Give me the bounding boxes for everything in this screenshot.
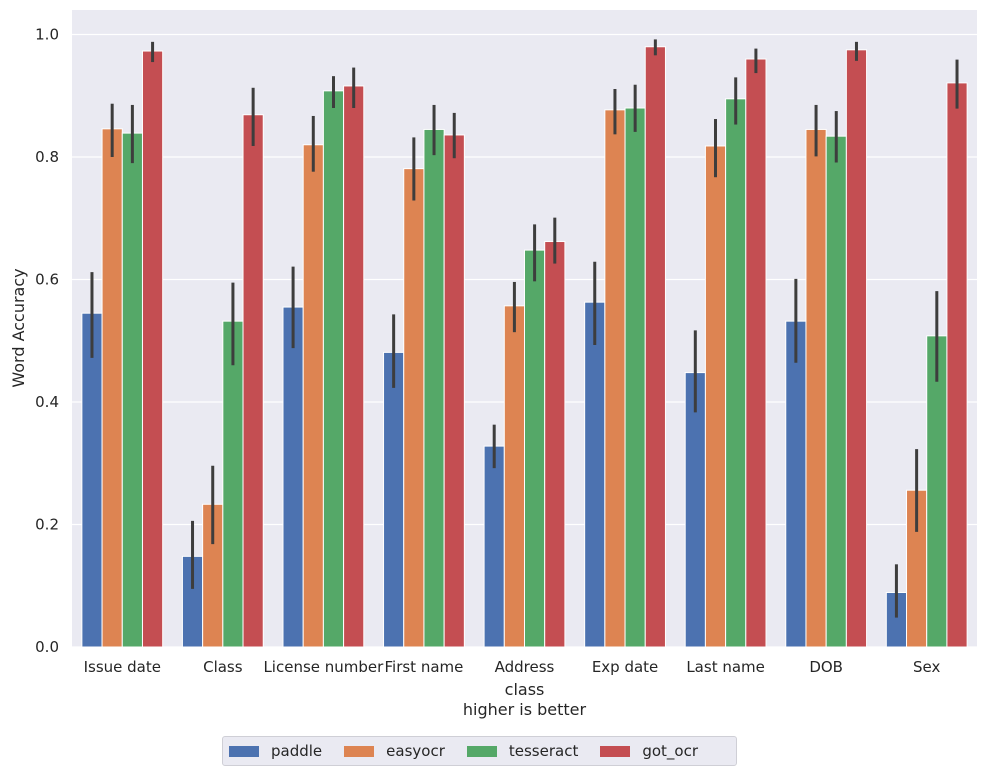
bar-got_ocr xyxy=(343,85,365,648)
legend-item-paddle: paddle xyxy=(229,742,322,760)
y-axis-label: Word Accuracy xyxy=(9,268,28,387)
bar-got_ocr xyxy=(242,114,264,648)
bar-got_ocr xyxy=(141,50,164,648)
bar-tesseract xyxy=(926,335,948,648)
x-tick-label: First name xyxy=(385,658,464,676)
legend-label: paddle xyxy=(271,742,323,760)
legend-item-tesseract: tesseract xyxy=(466,742,579,760)
legend-swatch xyxy=(344,745,375,757)
y-tick-label: 1.0 xyxy=(35,26,59,44)
bar-paddle xyxy=(282,306,304,648)
bar-paddle xyxy=(785,320,807,648)
x-tick-label: Address xyxy=(495,658,555,676)
y-tick-label: 0.0 xyxy=(35,638,59,656)
y-tick-labels: 0.0 0.2 0.4 0.6 0.8 1.0 xyxy=(35,26,59,657)
legend-swatch xyxy=(600,745,631,757)
legend-item-easyocr: easyocr xyxy=(344,742,445,760)
y-tick-label: 0.4 xyxy=(35,393,59,411)
bar-tesseract xyxy=(322,90,345,648)
bar-got_ocr xyxy=(544,241,566,648)
bar-easyocr xyxy=(302,144,324,648)
x-tick-label: Class xyxy=(203,658,243,676)
x-tick-label: Last name xyxy=(686,658,765,676)
bars xyxy=(81,46,968,648)
x-axis-label: class xyxy=(505,680,545,699)
legend-swatch xyxy=(466,745,497,757)
bar-easyocr xyxy=(403,168,425,648)
bar-easyocr xyxy=(805,128,827,648)
bar-got_ocr xyxy=(745,58,767,648)
x-tick-label: Issue date xyxy=(84,658,161,676)
bar-easyocr xyxy=(704,145,727,648)
x-tick-labels: Issue date Class License number First name A… xyxy=(84,658,941,676)
bar-got_ocr xyxy=(845,49,868,648)
legend-label: tesseract xyxy=(508,742,579,760)
bar-easyocr xyxy=(604,109,626,648)
bar-tesseract xyxy=(121,132,143,648)
legend-label: got_ocr xyxy=(642,742,699,760)
bar-easyocr xyxy=(101,128,123,648)
bar-tesseract xyxy=(725,98,747,648)
bar-got_ocr xyxy=(443,134,465,648)
x-axis-sublabel: higher is better xyxy=(463,700,587,719)
x-tick-label: Exp date xyxy=(592,658,658,676)
bar-paddle xyxy=(584,301,606,648)
y-tick-label: 0.8 xyxy=(35,148,59,166)
bar-paddle xyxy=(483,445,505,648)
bar-tesseract xyxy=(825,135,847,648)
error-bars xyxy=(90,39,959,618)
bar-got_ocr xyxy=(946,82,968,648)
bar-tesseract xyxy=(524,249,546,648)
bar-paddle xyxy=(383,351,405,648)
y-tick-label: 0.6 xyxy=(35,271,59,289)
legend-item-got_ocr: got_ocr xyxy=(600,742,698,760)
legend-label: easyocr xyxy=(386,742,445,760)
bar-tesseract xyxy=(222,320,244,648)
x-tick-label: Sex xyxy=(913,658,940,676)
x-tick-label: DOB xyxy=(809,658,843,676)
bar-got_ocr xyxy=(644,46,666,648)
legend-swatch xyxy=(229,745,259,757)
bar-tesseract xyxy=(423,128,445,648)
y-tick-label: 0.2 xyxy=(35,516,59,534)
bar-easyocr xyxy=(503,305,525,648)
bar-tesseract xyxy=(624,107,646,648)
legend: paddle easyocr tesseract got_ocr xyxy=(222,736,737,766)
bar-paddle xyxy=(81,312,103,648)
x-tick-label: License number xyxy=(263,658,384,676)
bar-paddle xyxy=(684,372,706,648)
